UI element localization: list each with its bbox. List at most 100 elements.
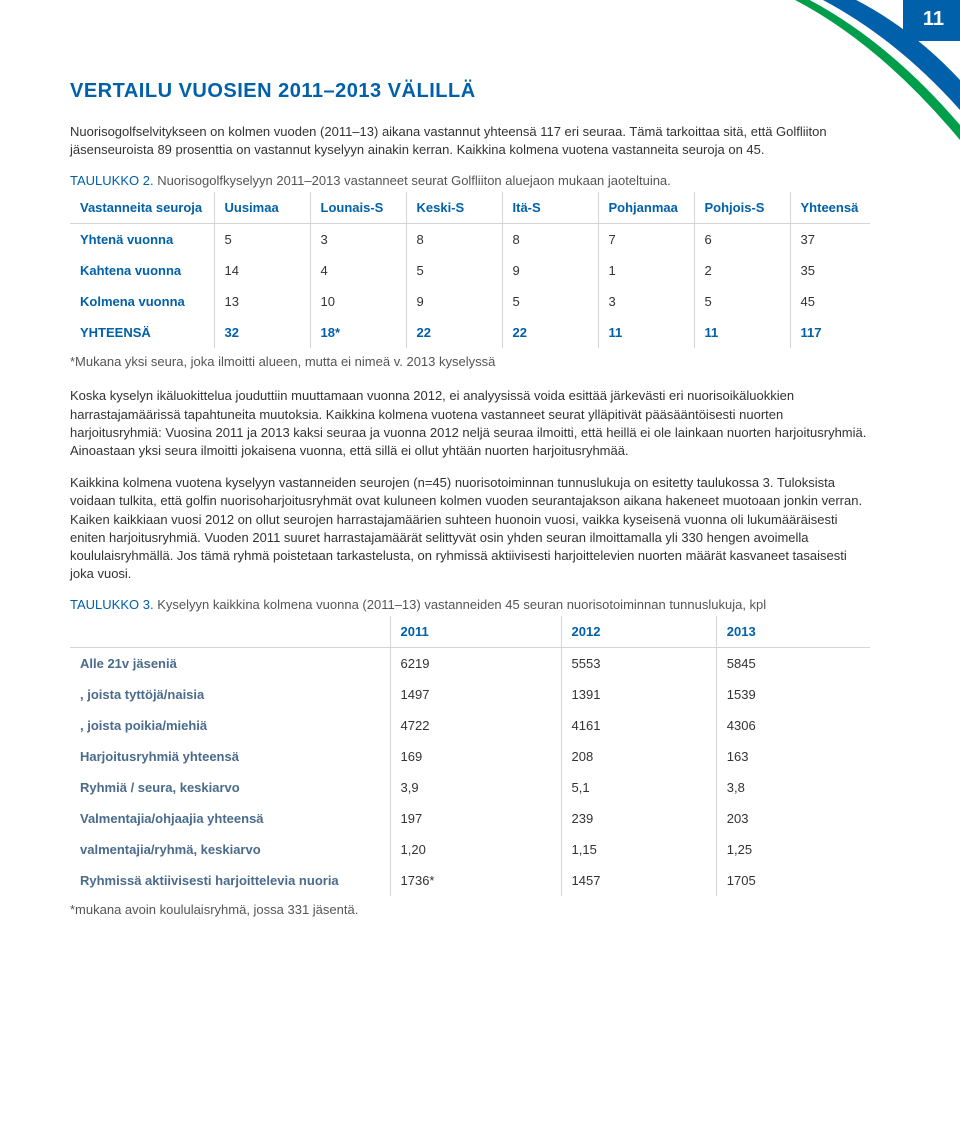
table3-caption: TAULUKKO 3. Kyselyyn kaikkina kolmena vu…: [70, 597, 870, 612]
cell: 163: [716, 741, 870, 772]
table-row: Harjoitusryhmiä yhteensä169208163: [70, 741, 870, 772]
row-label: Harjoitusryhmiä yhteensä: [70, 741, 390, 772]
table3-footnote: *mukana avoin koululaisryhmä, jossa 331 …: [70, 902, 870, 917]
row-label: , joista poikia/miehiä: [70, 710, 390, 741]
t2-h3: Keski-S: [406, 192, 502, 224]
t2-h4: Itä-S: [502, 192, 598, 224]
cell: 1705: [716, 865, 870, 896]
cell: 6: [694, 224, 790, 256]
cell: 4722: [390, 710, 561, 741]
cell: 4161: [561, 710, 716, 741]
para-1: Koska kyselyn ikäluokittelua jouduttiin …: [70, 387, 870, 460]
cell: 1497: [390, 679, 561, 710]
table3-caption-text: Kyselyyn kaikkina kolmena vuonna (2011–1…: [157, 597, 766, 612]
t3-h0: [70, 616, 390, 648]
cell: 239: [561, 803, 716, 834]
row-label: Yhtenä vuonna: [70, 224, 214, 256]
cell: 1539: [716, 679, 870, 710]
table-row: Yhtenä vuonna53887637: [70, 224, 870, 256]
table2-caption: TAULUKKO 2. Nuorisogolfkyselyyn 2011–201…: [70, 173, 870, 188]
cell: 5: [502, 286, 598, 317]
cell: 4: [310, 255, 406, 286]
cell: 9: [502, 255, 598, 286]
cell: 11: [694, 317, 790, 348]
table2-caption-text: Nuorisogolfkyselyyn 2011–2013 vastanneet…: [157, 173, 671, 188]
t2-h6: Pohjois-S: [694, 192, 790, 224]
cell: 1,25: [716, 834, 870, 865]
cell: 32: [214, 317, 310, 348]
cell: 7: [598, 224, 694, 256]
row-label: Valmentajia/ohjaajia yhteensä: [70, 803, 390, 834]
cell: 11: [598, 317, 694, 348]
cell: 18*: [310, 317, 406, 348]
t2-h7: Yhteensä: [790, 192, 870, 224]
t3-h3: 2013: [716, 616, 870, 648]
cell: 22: [406, 317, 502, 348]
cell: 5,1: [561, 772, 716, 803]
row-label: YHTEENSÄ: [70, 317, 214, 348]
cell: 6219: [390, 648, 561, 680]
cell: 2: [694, 255, 790, 286]
cell: 3: [310, 224, 406, 256]
cell: 45: [790, 286, 870, 317]
table-row-total: YHTEENSÄ3218*22221111117: [70, 317, 870, 348]
section-heading: VERTAILU VUOSIEN 2011–2013 VÄLILLÄ: [70, 80, 870, 103]
table-row: valmentajia/ryhmä, keskiarvo1,201,151,25: [70, 834, 870, 865]
table2-label: TAULUKKO 2.: [70, 173, 154, 188]
para-2: Kaikkina kolmena vuotena kyselyyn vastan…: [70, 474, 870, 583]
cell: 1,15: [561, 834, 716, 865]
cell: 197: [390, 803, 561, 834]
table-row: Alle 21v jäseniä621955535845: [70, 648, 870, 680]
table-row: Kolmena vuonna1310953545: [70, 286, 870, 317]
cell: 5: [214, 224, 310, 256]
cell: 117: [790, 317, 870, 348]
cell: 22: [502, 317, 598, 348]
table-row: Kahtena vuonna144591235: [70, 255, 870, 286]
cell: 203: [716, 803, 870, 834]
cell: 4306: [716, 710, 870, 741]
page-number: 11: [903, 0, 960, 41]
cell: 5: [406, 255, 502, 286]
cell: 3,8: [716, 772, 870, 803]
cell: 5845: [716, 648, 870, 680]
table-2: Vastanneita seuroja Uusimaa Lounais-S Ke…: [70, 192, 870, 348]
cell: 5: [694, 286, 790, 317]
t2-h2: Lounais-S: [310, 192, 406, 224]
table-row: Valmentajia/ohjaajia yhteensä197239203: [70, 803, 870, 834]
cell: 5553: [561, 648, 716, 680]
t3-h2: 2012: [561, 616, 716, 648]
t2-h0: Vastanneita seuroja: [70, 192, 214, 224]
cell: 14: [214, 255, 310, 286]
cell: 1736*: [390, 865, 561, 896]
cell: 10: [310, 286, 406, 317]
row-label: valmentajia/ryhmä, keskiarvo: [70, 834, 390, 865]
cell: 3: [598, 286, 694, 317]
table2-footnote: *Mukana yksi seura, joka ilmoitti alueen…: [70, 354, 870, 369]
cell: 9: [406, 286, 502, 317]
cell: 8: [502, 224, 598, 256]
cell: 169: [390, 741, 561, 772]
cell: 1391: [561, 679, 716, 710]
t2-h1: Uusimaa: [214, 192, 310, 224]
t3-h1: 2011: [390, 616, 561, 648]
row-label: Kahtena vuonna: [70, 255, 214, 286]
cell: 1,20: [390, 834, 561, 865]
row-label: Ryhmissä aktiivisesti harjoittelevia nuo…: [70, 865, 390, 896]
intro-text: Nuorisogolfselvitykseen on kolmen vuoden…: [70, 123, 870, 159]
table-row: , joista poikia/miehiä472241614306: [70, 710, 870, 741]
cell: 13: [214, 286, 310, 317]
t2-h5: Pohjanmaa: [598, 192, 694, 224]
row-label: Ryhmiä / seura, keskiarvo: [70, 772, 390, 803]
table-row: Ryhmissä aktiivisesti harjoittelevia nuo…: [70, 865, 870, 896]
cell: 1: [598, 255, 694, 286]
table3-label: TAULUKKO 3.: [70, 597, 154, 612]
cell: 3,9: [390, 772, 561, 803]
row-label: Alle 21v jäseniä: [70, 648, 390, 680]
table-row: , joista tyttöjä/naisia149713911539: [70, 679, 870, 710]
cell: 35: [790, 255, 870, 286]
row-label: , joista tyttöjä/naisia: [70, 679, 390, 710]
cell: 1457: [561, 865, 716, 896]
cell: 37: [790, 224, 870, 256]
row-label: Kolmena vuonna: [70, 286, 214, 317]
table-3: 2011 2012 2013 Alle 21v jäseniä621955535…: [70, 616, 870, 896]
